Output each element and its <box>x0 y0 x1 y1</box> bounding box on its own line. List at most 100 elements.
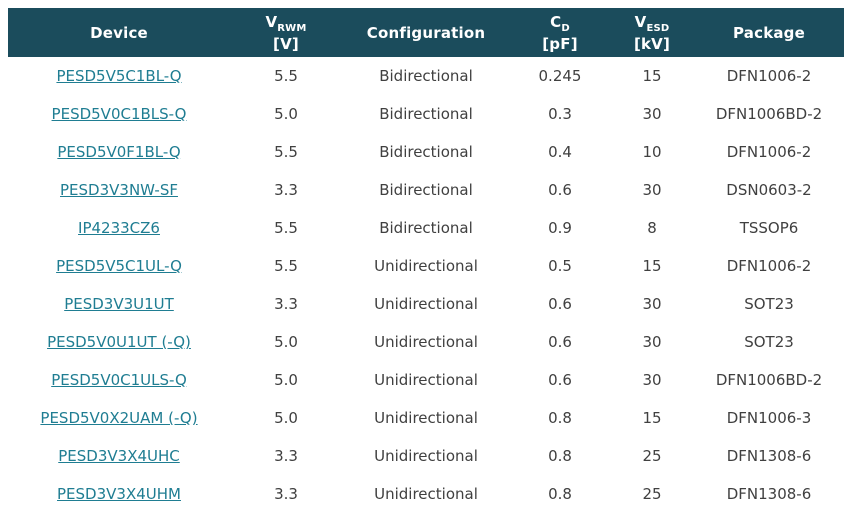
device-link[interactable]: PESD5V0C1BLS-Q <box>51 105 187 123</box>
vrwm-subscript: RWM <box>277 22 307 34</box>
vrwm-cell: 5.5 <box>274 257 298 275</box>
col-header-configuration: Configuration <box>342 8 510 57</box>
cd-cell: 0.8 <box>548 447 572 465</box>
vesd-cell: 25 <box>642 485 662 503</box>
col-header-device: Device <box>8 8 230 57</box>
package-cell: DFN1308-6 <box>726 485 812 503</box>
device-link[interactable]: PESD5V0F1BL-Q <box>57 143 181 161</box>
configuration-cell: Bidirectional <box>379 219 473 237</box>
configuration-cell: Unidirectional <box>374 371 478 389</box>
cd-cell: 0.8 <box>548 409 572 427</box>
cd-cell: 0.245 <box>538 67 582 85</box>
vesd-cell: 10 <box>642 143 662 161</box>
col-header-package: Package <box>694 8 844 57</box>
table-row: PESD3V3U1UT 3.3 Unidirectional 0.6 30 SO… <box>8 285 844 323</box>
cd-subscript: D <box>561 22 570 34</box>
device-link[interactable]: PESD5V0X2UAM (-Q) <box>40 409 198 427</box>
configuration-cell: Bidirectional <box>379 143 473 161</box>
vrwm-cell: 3.3 <box>274 485 298 503</box>
vrwm-cell: 5.0 <box>274 105 298 123</box>
cd-unit: [pF] <box>542 34 578 53</box>
vrwm-cell: 5.5 <box>274 143 298 161</box>
table-row: PESD5V0F1BL-Q 5.5 Bidirectional 0.4 10 D… <box>8 133 844 171</box>
device-link[interactable]: IP4233CZ6 <box>78 219 160 237</box>
configuration-cell: Bidirectional <box>379 105 473 123</box>
vrwm-cell: 5.0 <box>274 409 298 427</box>
configuration-cell: Bidirectional <box>379 181 473 199</box>
table-row: PESD5V5C1BL-Q 5.5 Bidirectional 0.245 15… <box>8 57 844 95</box>
vrwm-unit: [V] <box>273 34 299 53</box>
table-row: PESD3V3X4UHC 3.3 Unidirectional 0.8 25 D… <box>8 437 844 475</box>
configuration-cell: Unidirectional <box>374 295 478 313</box>
device-link[interactable]: PESD3V3X4UHC <box>58 447 180 465</box>
vesd-unit: [kV] <box>633 34 671 53</box>
configuration-cell: Unidirectional <box>374 485 478 503</box>
vesd-symbol: V <box>634 12 647 31</box>
device-link[interactable]: PESD5V0C1ULS-Q <box>51 371 187 389</box>
package-cell: DFN1308-6 <box>726 447 812 465</box>
package-cell: TSSOP6 <box>739 219 799 237</box>
package-cell: DFN1006-2 <box>726 257 812 275</box>
table-row: PESD5V0U1UT (-Q) 5.0 Unidirectional 0.6 … <box>8 323 844 361</box>
vesd-cell: 30 <box>642 371 662 389</box>
vrwm-cell: 3.3 <box>274 181 298 199</box>
device-link[interactable]: PESD5V0U1UT (-Q) <box>47 333 191 351</box>
vrwm-cell: 5.0 <box>274 333 298 351</box>
vesd-cell: 8 <box>647 219 657 237</box>
device-link[interactable]: PESD3V3U1UT <box>64 295 174 313</box>
package-cell: DSN0603-2 <box>726 181 812 199</box>
package-cell: DFN1006-2 <box>726 143 812 161</box>
configuration-cell: Unidirectional <box>374 257 478 275</box>
cd-cell: 0.6 <box>548 371 572 389</box>
vesd-cell: 30 <box>642 105 662 123</box>
vesd-cell: 30 <box>642 295 662 313</box>
esd-parts-table: Device VRWM [V] Configuration CD [pF] VE… <box>8 8 844 513</box>
table-row: PESD5V5C1UL-Q 5.5 Unidirectional 0.5 15 … <box>8 247 844 285</box>
vesd-cell: 30 <box>642 181 662 199</box>
vrwm-symbol: V <box>265 12 278 31</box>
cd-cell: 0.6 <box>548 295 572 313</box>
package-cell: SOT23 <box>744 333 794 351</box>
vrwm-cell: 3.3 <box>274 295 298 313</box>
configuration-cell: Bidirectional <box>379 67 473 85</box>
vrwm-cell: 5.0 <box>274 371 298 389</box>
vesd-cell: 15 <box>642 409 662 427</box>
cd-symbol: C <box>550 12 562 31</box>
package-cell: SOT23 <box>744 295 794 313</box>
vesd-cell: 30 <box>642 333 662 351</box>
vesd-cell: 15 <box>642 67 662 85</box>
table-row: PESD5V0X2UAM (-Q) 5.0 Unidirectional 0.8… <box>8 399 844 437</box>
cd-cell: 0.5 <box>548 257 572 275</box>
cd-cell: 0.9 <box>548 219 572 237</box>
device-link[interactable]: PESD5V5C1UL-Q <box>56 257 182 275</box>
cd-cell: 0.6 <box>548 333 572 351</box>
table-row: PESD3V3NW-SF 3.3 Bidirectional 0.6 30 DS… <box>8 171 844 209</box>
configuration-cell: Unidirectional <box>374 409 478 427</box>
package-cell: DFN1006BD-2 <box>715 371 823 389</box>
configuration-cell: Unidirectional <box>374 333 478 351</box>
vrwm-cell: 5.5 <box>274 219 298 237</box>
package-cell: DFN1006BD-2 <box>715 105 823 123</box>
col-header-cd: CD [pF] <box>510 8 610 57</box>
col-header-vesd: VESD [kV] <box>610 8 694 57</box>
table-row: PESD5V0C1BLS-Q 5.0 Bidirectional 0.3 30 … <box>8 95 844 133</box>
cd-cell: 0.3 <box>548 105 572 123</box>
device-link[interactable]: PESD3V3X4UHM <box>57 485 181 503</box>
cd-cell: 0.4 <box>548 143 572 161</box>
table-row: PESD3V3X4UHM 3.3 Unidirectional 0.8 25 D… <box>8 475 844 513</box>
table-header-row: Device VRWM [V] Configuration CD [pF] VE… <box>8 8 844 57</box>
configuration-cell: Unidirectional <box>374 447 478 465</box>
col-header-vrwm: VRWM [V] <box>230 8 342 57</box>
vrwm-cell: 3.3 <box>274 447 298 465</box>
package-cell: DFN1006-2 <box>726 67 812 85</box>
device-link[interactable]: PESD3V3NW-SF <box>60 181 178 199</box>
package-cell: DFN1006-3 <box>726 409 812 427</box>
table-row: IP4233CZ6 5.5 Bidirectional 0.9 8 TSSOP6 <box>8 209 844 247</box>
cd-cell: 0.8 <box>548 485 572 503</box>
vesd-cell: 25 <box>642 447 662 465</box>
vesd-subscript: ESD <box>646 22 670 34</box>
cd-cell: 0.6 <box>548 181 572 199</box>
vesd-cell: 15 <box>642 257 662 275</box>
device-link[interactable]: PESD5V5C1BL-Q <box>56 67 182 85</box>
